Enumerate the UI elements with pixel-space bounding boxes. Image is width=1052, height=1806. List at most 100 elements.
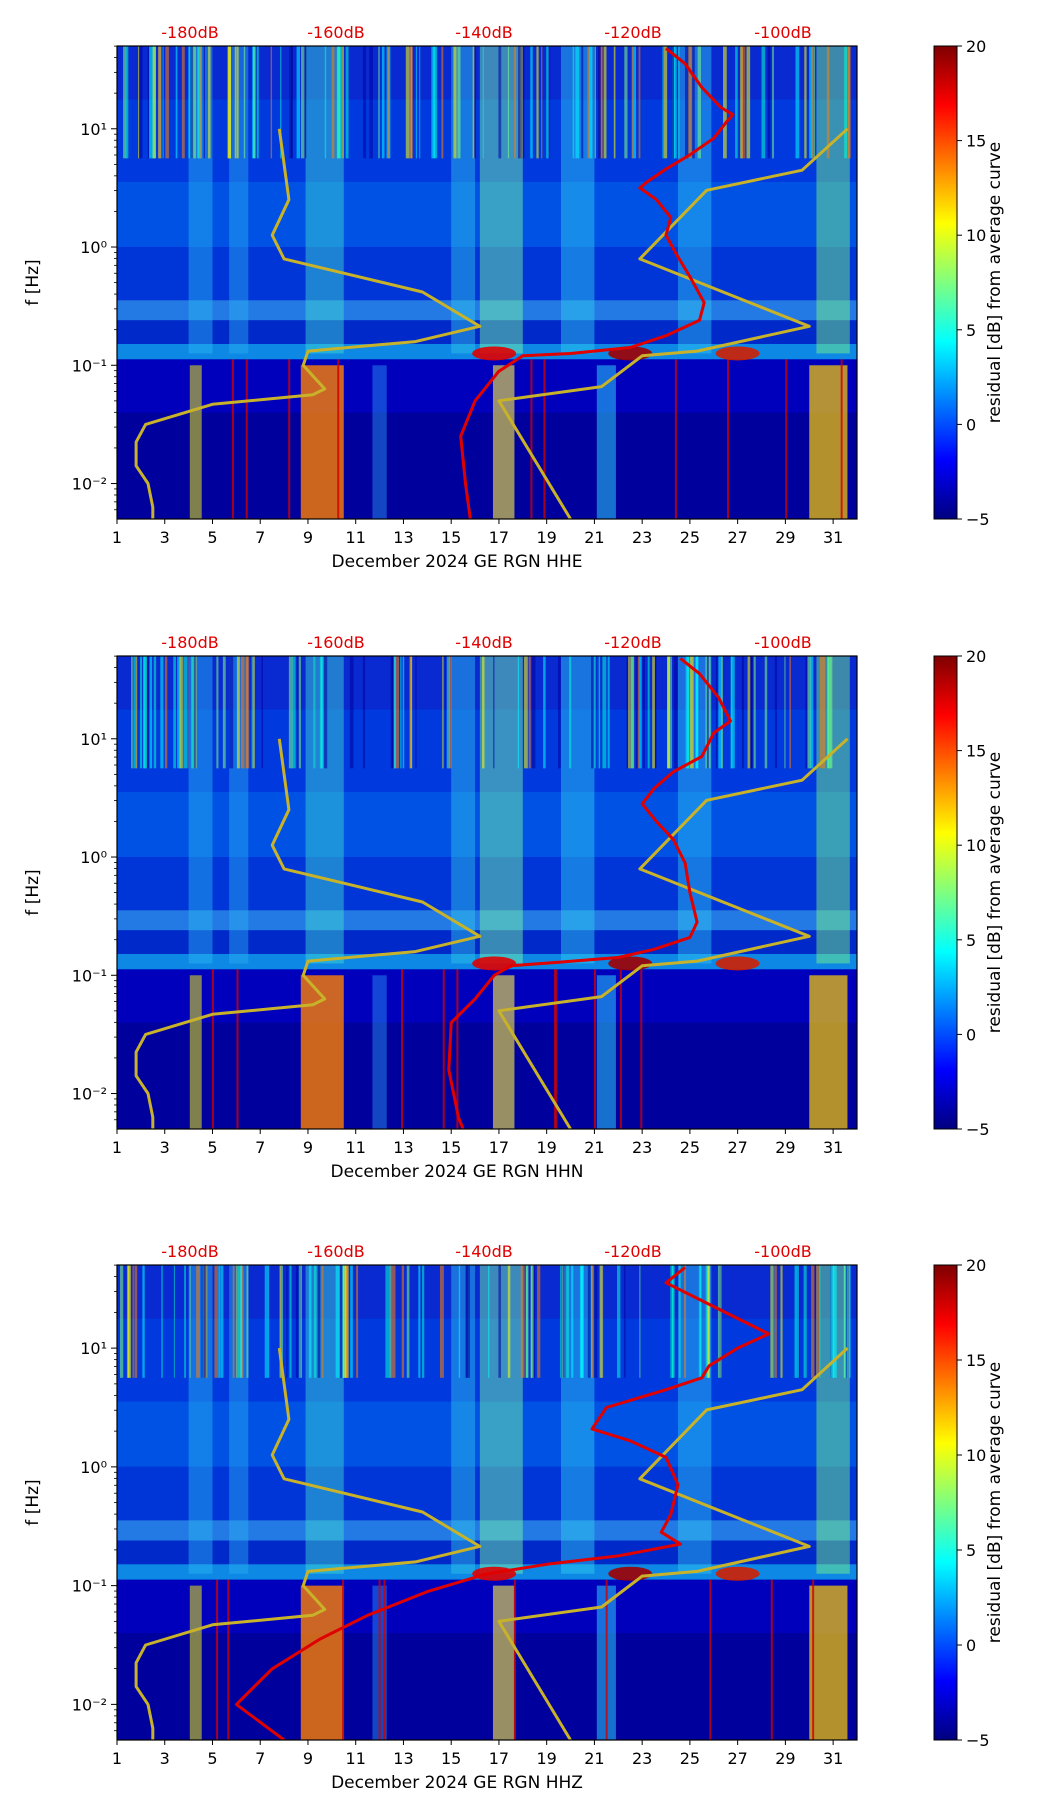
x-tick-label: 7	[255, 1749, 265, 1768]
x-tick-label: 31	[823, 1138, 843, 1157]
y-tick-label: 10¹	[80, 1339, 107, 1358]
colorbar-tick-label: 5	[966, 931, 976, 950]
colorbar-tick-label: −5	[966, 1731, 990, 1750]
y-tick-label: 10¹	[80, 120, 107, 139]
y-tick-label: 10⁻¹	[72, 356, 107, 375]
x-tick-label: 25	[680, 1749, 700, 1768]
x-tick-label: 21	[584, 528, 604, 547]
db-tick-label: -120dB	[604, 633, 661, 652]
x-tick-label: 19	[536, 1749, 556, 1768]
colorbar-tick-label: 20	[966, 37, 986, 56]
db-tick-label: -180dB	[161, 23, 218, 42]
colorbar-label: residual [dB] from average curve	[985, 1362, 1005, 1643]
x-tick-label: 5	[207, 528, 217, 547]
colorbar-tick-label: 15	[966, 742, 986, 761]
x-tick-label: 5	[207, 1749, 217, 1768]
x-axis-label: December 2024 GE RGN HHN	[331, 1162, 584, 1182]
y-axis-label: f [Hz]	[23, 869, 43, 915]
x-tick-label: 13	[393, 1749, 413, 1768]
x-tick-label: 25	[680, 528, 700, 547]
colorbar-tick-label: 0	[966, 1025, 976, 1044]
colorbar-gradient	[933, 1264, 958, 1741]
x-tick-label: 9	[303, 1749, 313, 1768]
x-tick-label: 19	[536, 1138, 556, 1157]
y-axis-label: f [Hz]	[23, 1479, 43, 1525]
x-tick-label: 1	[112, 1138, 122, 1157]
y-tick-label: 10⁰	[80, 238, 107, 257]
median-psd-curve	[234, 1266, 771, 1740]
colorbar: 20 15 10 5 0 −5 residual [dB] from average cur…	[933, 1256, 1005, 1750]
x-tick-label: 19	[536, 528, 556, 547]
x-tick-label: 9	[303, 1138, 313, 1157]
db-tick-label: -160dB	[307, 633, 364, 652]
x-tick-label: 11	[346, 1138, 366, 1157]
y-tick-label: 10⁰	[80, 1458, 107, 1477]
db-tick-label: -180dB	[161, 1242, 218, 1261]
x-tick-label: 15	[441, 1749, 461, 1768]
heatmap-background	[117, 1265, 857, 1740]
colorbar-label: residual [dB] from average curve	[985, 752, 1005, 1033]
y-tick-label: 10⁻¹	[72, 966, 107, 985]
x-tick-label: 13	[393, 1138, 413, 1157]
noise-model-curve	[134, 1347, 482, 1740]
x-tick-label: 7	[255, 528, 265, 547]
db-tick-label: -140dB	[455, 23, 512, 42]
median-psd-curve	[459, 47, 735, 519]
colorbar-tick-label: 0	[966, 1636, 976, 1655]
colorbar-label: residual [dB] from average curve	[985, 142, 1005, 423]
colorbar: 20 15 10 5 0 −5 residual [dB] from average cur…	[933, 647, 1005, 1139]
y-tick-label: 10⁻²	[72, 1695, 107, 1714]
x-tick-label: 9	[303, 528, 313, 547]
db-tick-label: -180dB	[161, 633, 218, 652]
colorbar-gradient	[933, 45, 958, 520]
x-tick-label: 21	[584, 1138, 604, 1157]
x-tick-label: 25	[680, 1138, 700, 1157]
x-tick-label: 1	[112, 528, 122, 547]
colorbar-tick-label: −5	[966, 1120, 990, 1139]
x-tick-label: 3	[160, 1138, 170, 1157]
db-tick-label: -160dB	[307, 1242, 364, 1261]
db-tick-label: -120dB	[604, 23, 661, 42]
x-tick-label: 27	[727, 1138, 747, 1157]
x-tick-label: 11	[346, 1749, 366, 1768]
x-tick-label: 15	[441, 528, 461, 547]
y-tick-label: 10⁰	[80, 848, 107, 867]
colorbar: 20 15 10 5 0 −5 residual [dB] from average cur…	[933, 37, 1005, 529]
db-tick-label: -100dB	[754, 23, 811, 42]
colorbar-tick-label: 15	[966, 132, 986, 151]
colorbar-gradient	[933, 655, 958, 1130]
noise-model-curve	[497, 737, 849, 1129]
colorbar-tick-label: 20	[966, 1256, 986, 1275]
noise-model-curve	[497, 127, 849, 519]
y-axis-label: f [Hz]	[23, 259, 43, 305]
x-tick-label: 23	[632, 1749, 652, 1768]
noise-model-curve	[134, 128, 482, 519]
x-tick-label: 21	[584, 1749, 604, 1768]
x-axis-label: December 2024 GE RGN HHE	[332, 552, 583, 572]
x-axis-label: December 2024 GE RGN HHZ	[331, 1773, 583, 1793]
colorbar-tick-label: −5	[966, 510, 990, 529]
noise-model-curve	[134, 738, 482, 1129]
x-tick-label: 17	[489, 1138, 509, 1157]
db-tick-label: -160dB	[307, 23, 364, 42]
x-tick-label: 5	[207, 1138, 217, 1157]
colorbar-tick-label: 5	[966, 321, 976, 340]
x-tick-label: 31	[823, 528, 843, 547]
x-tick-label: 1	[112, 1749, 122, 1768]
x-tick-label: 17	[489, 528, 509, 547]
colorbar-tick-label: 10	[966, 226, 986, 245]
y-tick-label: 10⁻²	[72, 1085, 107, 1104]
y-tick-label: 10¹	[80, 730, 107, 749]
db-tick-label: -140dB	[455, 1242, 512, 1261]
x-tick-label: 3	[160, 528, 170, 547]
colorbar-tick-label: 0	[966, 415, 976, 434]
median-psd-curve	[447, 657, 732, 1129]
x-tick-label: 31	[823, 1749, 843, 1768]
colorbar-tick-label: 5	[966, 1541, 976, 1560]
x-tick-label: 13	[393, 528, 413, 547]
x-tick-label: 11	[346, 528, 366, 547]
